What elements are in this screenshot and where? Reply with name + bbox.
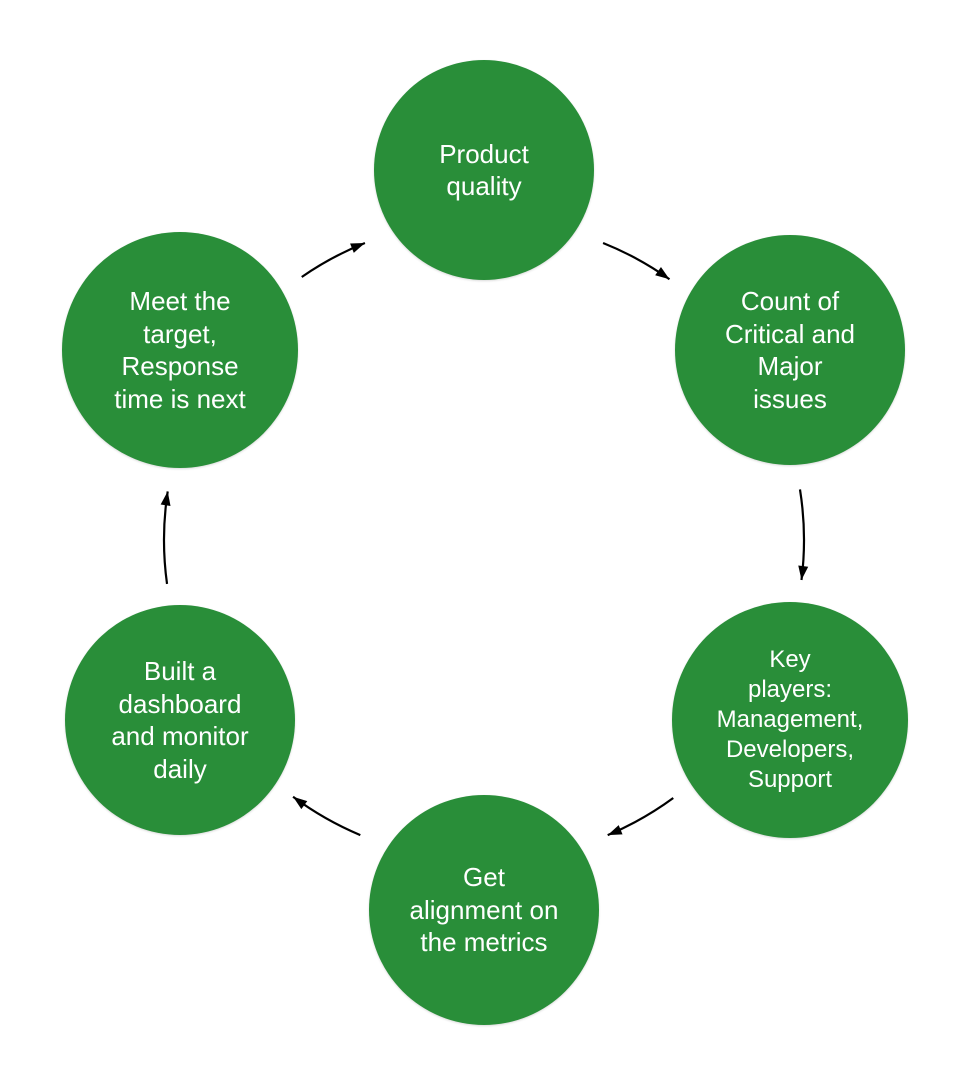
cycle-node-label: Built a dashboard and monitor daily <box>111 655 248 785</box>
cycle-arrow-3 <box>293 797 360 835</box>
cycle-node-0: Product quality <box>374 60 594 280</box>
cycle-arrow-2 <box>608 798 674 835</box>
cycle-node-3: Get alignment on the metrics <box>369 795 599 1025</box>
cycle-node-label: Count of Critical and Major issues <box>725 285 855 415</box>
cycle-arrowhead-2 <box>608 825 623 835</box>
cycle-arrow-0 <box>603 243 669 279</box>
cycle-arrowhead-0 <box>655 267 669 279</box>
cycle-arrowhead-1 <box>798 566 808 581</box>
cycle-node-label: Key players: Management, Developers, Sup… <box>717 645 864 795</box>
cycle-arrow-1 <box>800 489 804 580</box>
cycle-node-label: Product quality <box>439 138 529 203</box>
cycle-diagram: Product quality Count of Critical and Maj… <box>0 0 969 1080</box>
cycle-node-1: Count of Critical and Major issues <box>675 235 905 465</box>
cycle-arrowhead-5 <box>350 243 365 253</box>
cycle-arrow-4 <box>164 491 168 583</box>
cycle-node-label: Meet the target, Response time is next <box>114 285 246 415</box>
cycle-arrow-5 <box>302 243 365 277</box>
cycle-node-2: Key players: Management, Developers, Sup… <box>672 602 908 838</box>
cycle-arrowhead-4 <box>161 491 171 506</box>
cycle-arrowhead-3 <box>293 797 307 809</box>
cycle-node-5: Meet the target, Response time is next <box>62 232 298 468</box>
cycle-node-4: Built a dashboard and monitor daily <box>65 605 295 835</box>
cycle-node-label: Get alignment on the metrics <box>410 861 559 959</box>
